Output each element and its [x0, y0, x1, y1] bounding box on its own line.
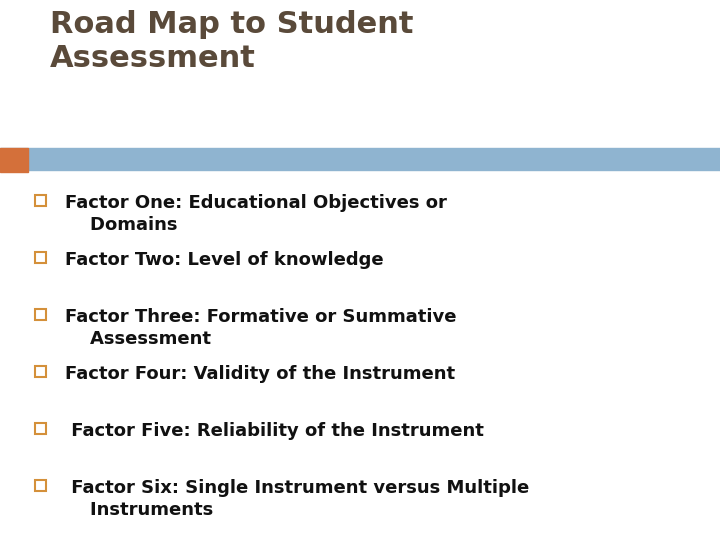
Text: Factor Three: Formative or Summative
    Assessment: Factor Three: Formative or Summative Ass…	[65, 308, 456, 348]
Bar	[35, 423, 46, 434]
Bar	[35, 195, 46, 206]
Bar	[35, 366, 46, 377]
Text: Road Map to Student: Road Map to Student	[50, 10, 413, 39]
Bar	[35, 252, 46, 263]
Bar	[0, 148, 720, 170]
Bar	[35, 480, 46, 491]
Text: Factor Two: Level of knowledge: Factor Two: Level of knowledge	[65, 251, 384, 269]
Text: Factor One: Educational Objectives or
    Domains: Factor One: Educational Objectives or Do…	[65, 194, 447, 234]
Text: Factor Four: Validity of the Instrument: Factor Four: Validity of the Instrument	[65, 365, 455, 383]
Bar	[35, 309, 46, 320]
Text: Factor Five: Reliability of the Instrument: Factor Five: Reliability of the Instrume…	[65, 422, 484, 440]
Text: Factor Six: Single Instrument versus Multiple
    Instruments: Factor Six: Single Instrument versus Mul…	[65, 479, 529, 519]
Bar	[0, 148, 28, 172]
Text: Assessment: Assessment	[50, 44, 256, 73]
